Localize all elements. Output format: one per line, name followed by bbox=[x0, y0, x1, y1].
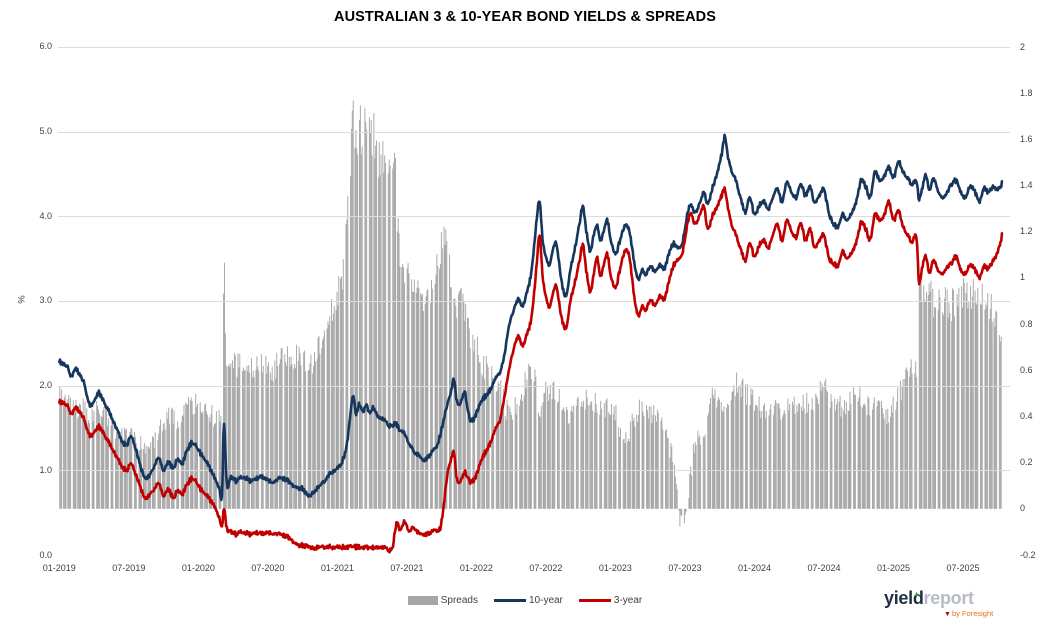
y-left-tick-label: 3.0 bbox=[39, 295, 52, 306]
legend-label: 3-year bbox=[613, 595, 643, 606]
y-right-tick-label: 1.4 bbox=[1020, 180, 1033, 191]
brand-byline-text: by Foresight bbox=[951, 609, 994, 618]
x-tick-label: 01-2025 bbox=[876, 563, 910, 573]
y-right-tick-label: 1.2 bbox=[1020, 226, 1033, 237]
y-right-tick-label: 1 bbox=[1020, 272, 1026, 283]
y-right-tick-label: 0 bbox=[1020, 503, 1026, 514]
legend-label: Spreads bbox=[440, 595, 478, 606]
y-left-tick-label: 2.0 bbox=[39, 380, 52, 391]
y-right-tick-label: 0.8 bbox=[1020, 318, 1033, 329]
legend-item-ten-year: 10-year bbox=[493, 595, 563, 606]
x-tick-label: 07-2021 bbox=[390, 563, 424, 573]
brand-name: ▲ yieldreport bbox=[884, 589, 1044, 608]
y-left-tick-label: 5.0 bbox=[39, 126, 52, 137]
legend-label: 10-year bbox=[528, 595, 563, 606]
x-tick-label: 01-2023 bbox=[598, 563, 632, 573]
brand-byline: ▼by Foresight bbox=[884, 604, 1044, 621]
x-tick-label: 01-2022 bbox=[459, 563, 493, 573]
brand-green-tick-icon: ▲ bbox=[913, 591, 920, 598]
brand-red-triangle-icon: ▼ bbox=[944, 611, 951, 618]
x-tick-label: 01-2021 bbox=[320, 563, 354, 573]
spreads-swatch bbox=[407, 596, 438, 605]
x-tick-label: 01-2020 bbox=[181, 563, 215, 573]
y-right-tick-label: -0.2 bbox=[1020, 549, 1036, 560]
three-year-swatch bbox=[578, 598, 611, 603]
legend-item-spreads: Spreads bbox=[407, 595, 478, 606]
brand-name-bold: yield bbox=[884, 588, 924, 608]
x-tick-label: 01-2019 bbox=[42, 563, 76, 573]
y-right-tick-label: 0.4 bbox=[1020, 410, 1033, 421]
x-tick-label: 01-2024 bbox=[737, 563, 771, 573]
y-right-tick-label: 0.6 bbox=[1020, 364, 1033, 375]
legend-item-three-year: 3-year bbox=[578, 595, 643, 606]
chart-title: AUSTRALIAN 3 & 10-YEAR BOND YIELDS & SPR… bbox=[334, 9, 716, 25]
y-right-tick-label: 1.8 bbox=[1020, 87, 1033, 98]
x-tick-label: 07-2023 bbox=[668, 563, 702, 573]
y-left-tick-label: 1.0 bbox=[39, 464, 52, 475]
ten-year-swatch bbox=[493, 598, 526, 603]
y-left-tick-label: 4.0 bbox=[39, 210, 52, 221]
legend: Spreads 10-year 3-year bbox=[0, 595, 1050, 606]
y-left-tick-label: 6.0 bbox=[39, 41, 52, 52]
x-tick-label: 07-2024 bbox=[807, 563, 841, 573]
x-tick-label: 07-2022 bbox=[529, 563, 563, 573]
x-tick-label: 07-2020 bbox=[251, 563, 285, 573]
y-right-tick-label: 0.2 bbox=[1020, 457, 1033, 468]
y-right-tick-label: 2 bbox=[1020, 41, 1026, 52]
brand-name-light: report bbox=[923, 588, 975, 608]
plot-canvas bbox=[58, 47, 1010, 555]
x-tick-label: 07-2025 bbox=[946, 563, 980, 573]
y-left-tick-label: 0.0 bbox=[39, 549, 52, 560]
x-tick-label: 07-2019 bbox=[112, 563, 146, 573]
brand-logo: ▲ yieldreport ▼by Foresight bbox=[884, 589, 1044, 621]
y-right-tick-label: 1.6 bbox=[1020, 133, 1033, 144]
